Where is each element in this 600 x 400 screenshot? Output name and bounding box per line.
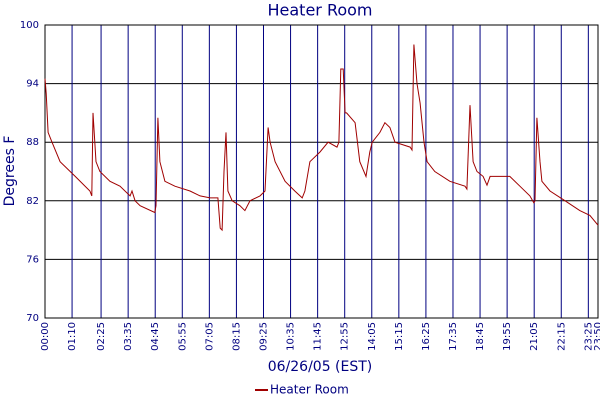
y-axis-title: Degrees F (2, 136, 18, 207)
x-tick-label: 23:50 (593, 322, 600, 351)
chart-title: Heater Room (267, 1, 372, 20)
x-tick-label: 21:05 (529, 322, 540, 351)
plot-border (44, 24, 599, 319)
x-tick-label: 18:45 (475, 322, 486, 351)
legend-label: Heater Room (270, 383, 349, 397)
x-tick-label: 00:00 (40, 322, 51, 351)
x-tick-label: 04:45 (150, 322, 161, 351)
x-tick-label: 22:15 (556, 322, 567, 351)
x-tick-label: 16:25 (421, 322, 432, 351)
x-tick-label: 02:25 (96, 322, 107, 351)
y-tick-label: 88 (26, 137, 39, 148)
x-tick-label: 09:25 (258, 322, 269, 351)
x-tick-label: 01:10 (67, 322, 78, 351)
x-tick-label: 14:05 (367, 322, 378, 351)
y-tick-label: 70 (26, 313, 39, 324)
x-tick-label: 10:35 (286, 322, 297, 351)
x-tick-label: 07:05 (204, 322, 215, 351)
x-tick-label: 19:55 (502, 322, 513, 351)
x-tick-label: 17:35 (448, 322, 459, 351)
x-tick-label: 15:15 (394, 322, 405, 351)
x-tick-label: 08:15 (231, 322, 242, 351)
x-tick-label: 12:55 (340, 322, 351, 351)
y-tick-label: 100 (20, 20, 39, 31)
y-tick-label: 82 (26, 196, 39, 207)
x-tick-label: 23:25 (583, 322, 594, 351)
y-tick-label: 94 (26, 79, 39, 90)
x-tick-label: 05:55 (177, 322, 188, 351)
y-tick-label: 76 (26, 254, 39, 265)
x-tick-label: 03:35 (123, 322, 134, 351)
x-axis-title: 06/26/05 (EST) (268, 359, 373, 375)
x-tick-label: 11:45 (313, 322, 324, 351)
data-line (44, 44, 599, 232)
